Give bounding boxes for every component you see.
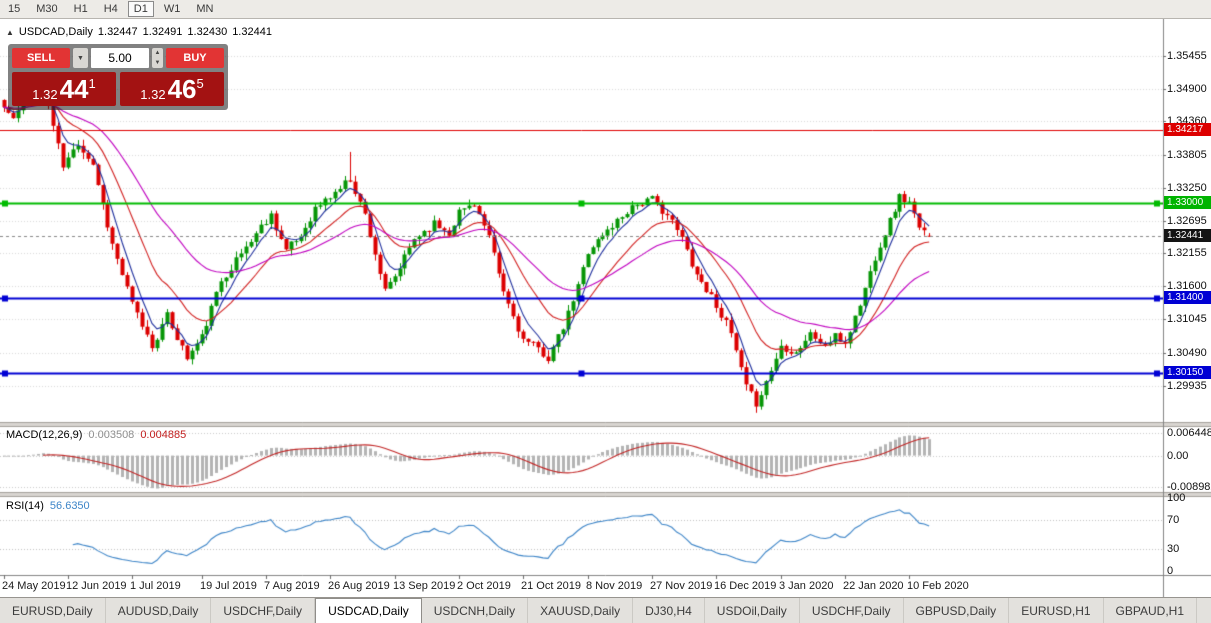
ohlc-close: 1.32441 <box>232 26 272 38</box>
price-tick: 1.35455 <box>1167 50 1207 62</box>
buy-button[interactable]: BUY <box>166 48 224 68</box>
chart-tab-7[interactable]: USDOil,Daily <box>705 598 800 623</box>
chart-window: ▲ USDCAD,Daily 1.32447 1.32491 1.32430 1.3244… <box>0 19 1211 597</box>
date-label: 8 Nov 2019 <box>586 580 643 592</box>
macd-axis-tick: -0.008982 <box>1167 481 1211 493</box>
date-label: 26 Aug 2019 <box>328 580 390 592</box>
volume-input[interactable] <box>91 48 149 68</box>
date-label: 19 Jul 2019 <box>200 580 257 592</box>
date-label: 22 Jan 2020 <box>843 580 904 592</box>
macd-name: MACD(12,26,9) <box>6 429 83 441</box>
rsi-axis-tick: 30 <box>1167 543 1180 555</box>
timeframe-toolbar: 15 M30 H1 H4 D1 W1 MN <box>0 0 1211 19</box>
chart-tab-0[interactable]: EURUSD,Daily <box>0 598 106 623</box>
timeframe-button-h4[interactable]: H4 <box>103 3 118 15</box>
date-label: 7 Aug 2019 <box>264 580 320 592</box>
price-tick: 1.34900 <box>1167 83 1207 95</box>
timeframe-button-d1[interactable]: D1 <box>127 1 154 17</box>
ohlc-low: 1.32430 <box>187 26 228 38</box>
collapse-pane-icon[interactable]: ▲ <box>6 28 14 37</box>
chart-tab-5[interactable]: XAUUSD,Daily <box>528 598 634 623</box>
date-label: 2 Oct 2019 <box>457 580 511 592</box>
price-tick: 1.30490 <box>1167 347 1207 359</box>
ohlc-open: 1.32447 <box>97 26 138 38</box>
bid-price-prefix: 1.32 <box>32 87 58 102</box>
price-tick: 1.32155 <box>1167 247 1207 259</box>
bid-price-pip: 1 <box>88 76 96 91</box>
chart-tabs-bar: EURUSD,Daily AUDUSD,Daily USDCHF,Daily USDC… <box>0 597 1211 623</box>
price-badge: 1.32441 <box>1164 229 1211 242</box>
chart-tab-2[interactable]: USDCHF,Daily <box>211 598 316 623</box>
macd-axis-tick: 0.006448 <box>1167 427 1211 439</box>
price-badge: 1.33000 <box>1164 196 1211 209</box>
macd-signal-value: 0.004885 <box>140 429 187 441</box>
date-label: 3 Jan 2020 <box>779 580 834 592</box>
timeframe-button-15[interactable]: 15 <box>8 3 21 15</box>
macd-indicator-label: MACD(12,26,9) 0.003508 0.004885 <box>6 429 186 441</box>
volume-step-up-icon[interactable]: ▲ <box>154 50 161 56</box>
macd-value: 0.003508 <box>88 429 135 441</box>
volume-step-down-icon[interactable]: ▼ <box>154 60 161 66</box>
rsi-axis-tick: 70 <box>1167 514 1180 526</box>
macd-axis-tick: 0.00 <box>1167 450 1189 462</box>
ask-price-prefix: 1.32 <box>140 87 166 102</box>
ask-price-pip: 5 <box>196 76 204 91</box>
chart-tab-8[interactable]: USDCHF,Daily <box>800 598 904 623</box>
price-tick: 1.29935 <box>1167 380 1207 392</box>
rsi-value: 56.6350 <box>49 500 90 512</box>
chart-tab-10[interactable]: EURUSD,H1 <box>1009 598 1104 623</box>
rsi-axis-tick: 100 <box>1167 492 1186 504</box>
timeframe-button-mn[interactable]: MN <box>196 3 214 15</box>
chart-title: ▲ USDCAD,Daily 1.32447 1.32491 1.32430 1.3244… <box>6 26 277 38</box>
price-badge: 1.30150 <box>1164 366 1211 379</box>
date-label: 13 Sep 2019 <box>393 580 456 592</box>
ask-price-main: 46 <box>167 74 197 104</box>
price-badge: 1.31400 <box>1164 291 1211 304</box>
price-tick: 1.33250 <box>1167 182 1207 194</box>
price-tick: 1.31600 <box>1167 280 1207 292</box>
chart-tab-4[interactable]: USDCNH,Daily <box>422 598 529 623</box>
price-chart-canvas[interactable] <box>0 19 1211 597</box>
volume-stepper: ▲ ▼ <box>152 48 163 68</box>
timeframe-button-h1[interactable]: H1 <box>73 3 88 15</box>
chart-tab-1[interactable]: AUDUSD,Daily <box>106 598 212 623</box>
chart-tab-6[interactable]: DJ30,H4 <box>633 598 705 623</box>
date-label: 24 May 2019 <box>2 580 66 592</box>
price-tick: 1.32695 <box>1167 215 1207 227</box>
timeframe-button-m30[interactable]: M30 <box>36 3 58 15</box>
date-label: 16 Dec 2019 <box>714 580 777 592</box>
rsi-axis-tick: 0 <box>1167 565 1174 577</box>
timeframe-button-w1[interactable]: W1 <box>163 3 181 15</box>
chart-tab-3[interactable]: USDCAD,Daily <box>315 598 422 623</box>
date-label: 1 Jul 2019 <box>130 580 181 592</box>
date-label: 12 Jun 2019 <box>66 580 127 592</box>
price-badge: 1.34217 <box>1164 123 1211 136</box>
volume-dropdown-icon[interactable]: ▼ <box>73 48 88 68</box>
price-tick: 1.31045 <box>1167 313 1207 325</box>
date-label: 27 Nov 2019 <box>650 580 713 592</box>
date-label: 10 Feb 2020 <box>907 580 969 592</box>
bid-price-main: 44 <box>59 74 89 104</box>
sell-button[interactable]: SELL <box>12 48 70 68</box>
date-label: 21 Oct 2019 <box>521 580 581 592</box>
ask-price-display[interactable]: 1.32 46 5 <box>120 72 224 106</box>
chart-tab-9[interactable]: GBPUSD,Daily <box>904 598 1010 623</box>
rsi-name: RSI(14) <box>6 500 44 512</box>
chart-tab-11[interactable]: GBPAUD,H1 <box>1104 598 1198 623</box>
chart-symbol-period: USDCAD,Daily <box>18 26 93 38</box>
ohlc-high: 1.32491 <box>142 26 183 38</box>
rsi-indicator-label: RSI(14) 56.6350 <box>6 500 90 512</box>
bid-price-display[interactable]: 1.32 44 1 <box>12 72 116 106</box>
price-tick: 1.33805 <box>1167 149 1207 161</box>
